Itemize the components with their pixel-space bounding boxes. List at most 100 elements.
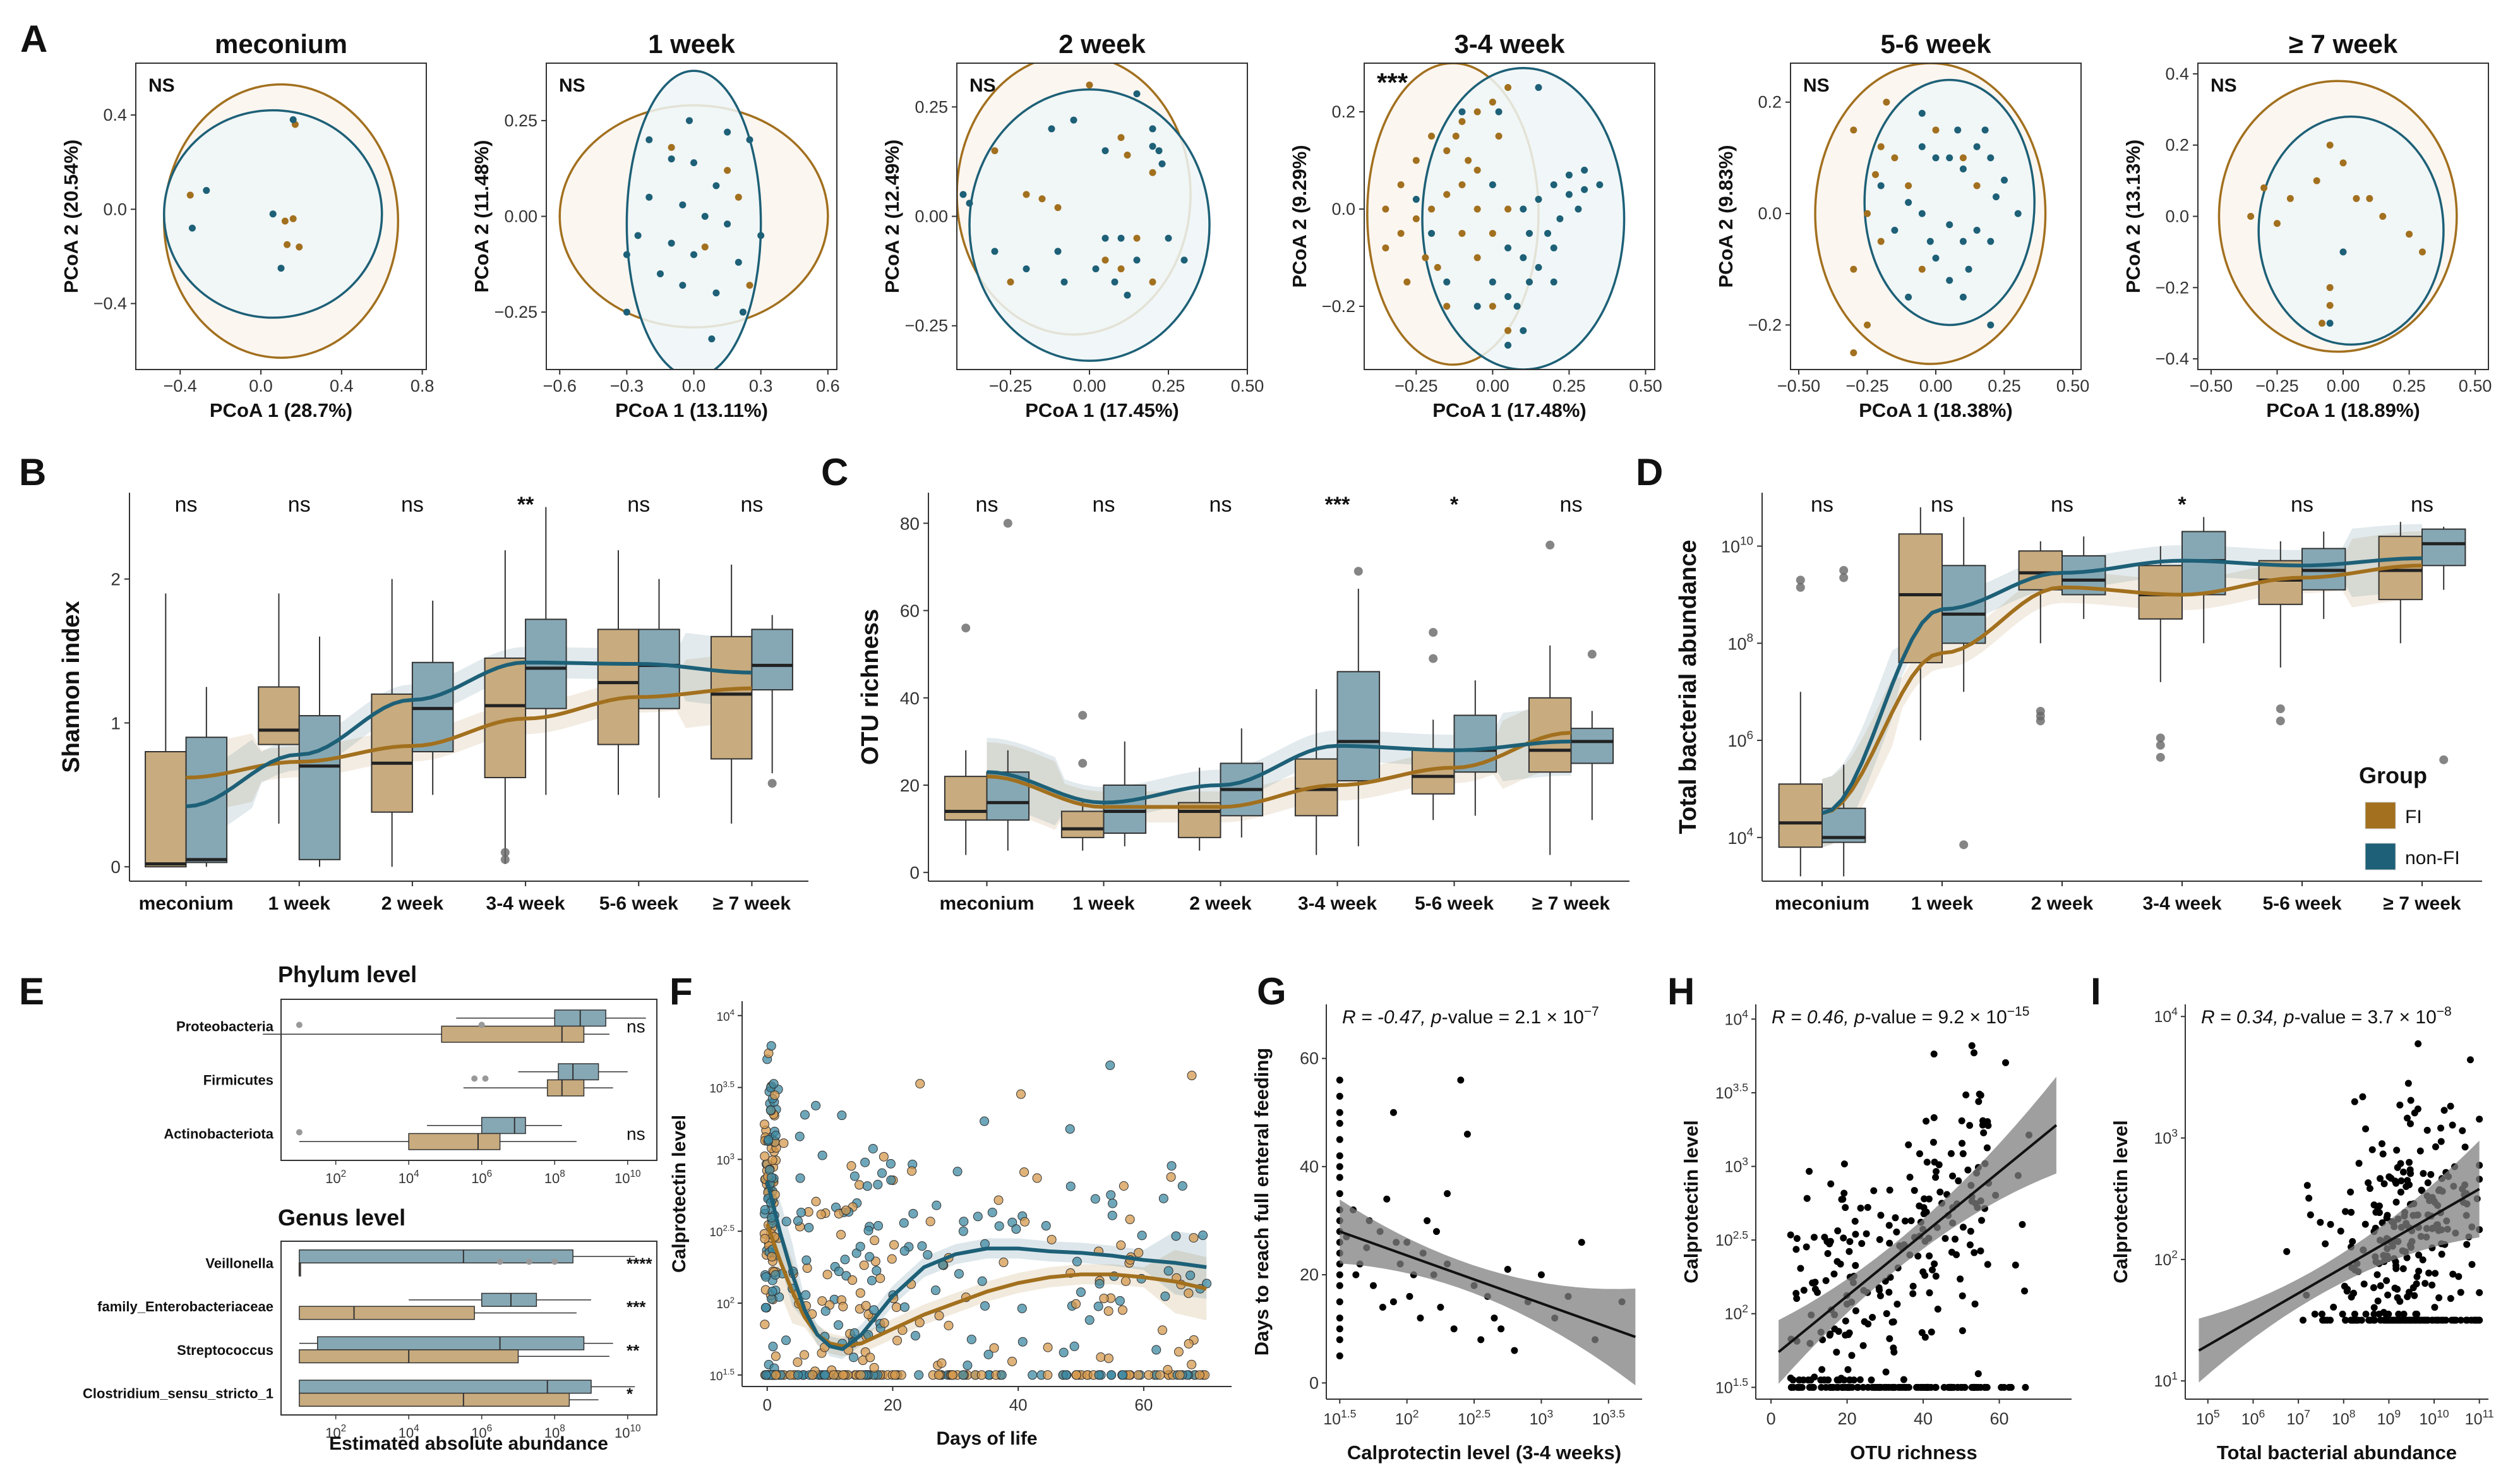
y-tick-label: 80 (900, 514, 920, 533)
point-non-fi (1973, 143, 1981, 150)
point-non-fi (766, 1041, 776, 1051)
data-point (2414, 1105, 2421, 1113)
data-point (2022, 1383, 2029, 1391)
point-fi (1133, 234, 1141, 242)
point-fi (1047, 1234, 1057, 1244)
log-tick-label-text: 103.5 (1592, 1407, 1625, 1428)
y-tick-label: −0.2 (1322, 297, 1355, 316)
point-non-fi (203, 186, 210, 194)
data-point (2406, 1120, 2414, 1128)
scatter-panel-h: 0 20 40 60 101.5 102 102.5 103 103.5 104 R = 0.46,… (1680, 1004, 2072, 1464)
data-point (1840, 1160, 1848, 1168)
x-tick-label: 0.25 (1988, 376, 2021, 395)
point-fi (1175, 1370, 1185, 1380)
point-non-fi (886, 1175, 896, 1185)
data-point (1962, 1091, 1970, 1098)
pcoa-significance: NS (2211, 75, 2237, 96)
point-non-fi (899, 1246, 909, 1256)
point-non-fi (994, 1221, 1004, 1231)
data-point (1984, 1261, 1991, 1268)
data-point (2399, 1168, 2407, 1176)
point-non-fi (1905, 198, 1912, 206)
data-point (1336, 1174, 1343, 1181)
data-point (2400, 1310, 2408, 1318)
data-point (1839, 1383, 1847, 1391)
point-non-fi (1017, 1337, 1028, 1347)
point-non-fi (656, 270, 664, 277)
data-point (1864, 1203, 1871, 1211)
e-subpanel-0: Phylum level Proteobacteria ns Firmicutes Ac… (164, 961, 646, 1186)
point-non-fi (712, 289, 720, 297)
y-tick-label: −0.2 (1748, 315, 1782, 334)
point-non-fi (1565, 191, 1573, 198)
y-tick-label: −0.4 (2156, 349, 2189, 368)
data-point (2431, 1304, 2439, 1311)
data-point (1905, 1141, 1912, 1148)
point-non-fi (1918, 210, 1926, 217)
data-point (2366, 1185, 2373, 1193)
point-fi (767, 1155, 777, 1165)
point-non-fi (987, 1207, 997, 1217)
y-tick-label: 102 (1724, 1302, 1748, 1323)
point-non-fi (1155, 147, 1163, 155)
log-tick-label-text: 102 (325, 1423, 346, 1441)
x-tick-label: 0.8 (411, 376, 435, 395)
data-point (1859, 1383, 1867, 1391)
log-tick-label-text: 104 (399, 1169, 419, 1186)
data-point (2403, 1182, 2410, 1190)
outlier-point (1959, 840, 1969, 850)
data-point (1928, 1328, 1935, 1336)
data-point (2392, 1265, 2400, 1272)
data-point (1793, 1235, 1801, 1242)
point-non-fi (973, 1212, 983, 1222)
point-fi (2339, 159, 2347, 167)
point-fi (1905, 182, 1912, 190)
point-non-fi (1107, 1370, 1117, 1380)
point-non-fi (834, 1320, 844, 1330)
outlier-point (1545, 540, 1555, 550)
y-axis-label: PCoA 2 (12.49%) (881, 140, 903, 294)
point-fi (289, 215, 297, 222)
outlier-point (2156, 733, 2165, 743)
data-point (1379, 1303, 1386, 1311)
point-fi (2326, 301, 2334, 309)
pcoa-title: 5-6 week (1880, 29, 1991, 59)
point-fi (186, 191, 194, 199)
y-tick-label: 104 (716, 1008, 735, 1024)
legend-title: Group (2359, 762, 2427, 788)
data-point (2415, 1267, 2423, 1275)
x-tick-label: 0.25 (1552, 376, 1586, 395)
log-tick-label-text: 103 (716, 1152, 735, 1168)
row-significance: ** (627, 1341, 640, 1360)
row-label: Streptococcus (177, 1342, 273, 1358)
x-tick-label: 0 (1767, 1409, 1776, 1428)
data-point (2398, 1316, 2406, 1324)
x-axis-label: PCoA 1 (18.89%) (2266, 399, 2420, 421)
data-point (1897, 1383, 1904, 1391)
panel-letter-f: F (669, 970, 693, 1013)
confidence-band (1340, 1200, 1636, 1386)
data-point (2377, 1282, 2384, 1289)
box-fi (710, 635, 753, 760)
point-fi (836, 1230, 846, 1240)
data-point (2318, 1310, 2325, 1318)
data-point (2378, 1140, 2385, 1148)
data-point (1389, 1298, 1397, 1306)
panel-letter-h: H (1667, 970, 1695, 1013)
point-non-fi (1535, 196, 1542, 203)
x-tick-label: 105 (2196, 1407, 2220, 1428)
point-fi (724, 167, 731, 174)
point-fi (1877, 143, 1885, 150)
data-point (1437, 1303, 1444, 1311)
y-tick-label: 20 (1300, 1265, 1319, 1284)
point-fi (1121, 1276, 1131, 1286)
pcoa-frame (135, 63, 427, 370)
point-non-fi (2326, 320, 2334, 327)
data-point (1868, 1376, 1875, 1384)
point-non-fi (817, 1150, 827, 1160)
data-point (1840, 1189, 1848, 1197)
category-label: 5-6 week (2262, 893, 2341, 914)
point-fi (1473, 254, 1481, 262)
data-point (1842, 1317, 1849, 1325)
data-point (1936, 1188, 1944, 1196)
